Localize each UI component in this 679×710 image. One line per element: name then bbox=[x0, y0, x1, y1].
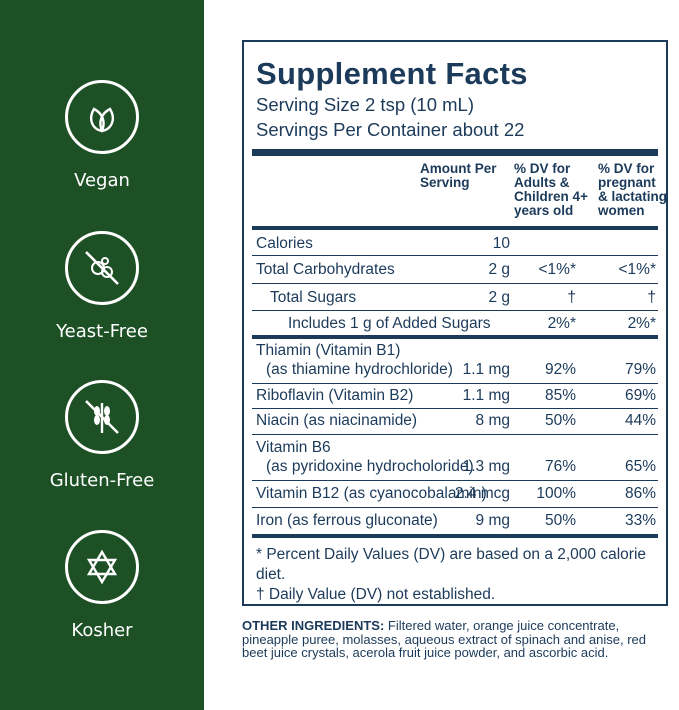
table-row-calories: Calories 10 bbox=[252, 230, 658, 256]
serving-size: Serving Size 2 tsp (10 mL) bbox=[256, 94, 474, 115]
table-row-niacin: Niacin (as niacinamide) 8 mg 50% 44% bbox=[252, 409, 658, 435]
header-dv-pregnant: % DV for pregnant & lactating women bbox=[598, 161, 668, 218]
table-row-added-sugars: Includes 1 g of Added Sugars 2%* 2%* bbox=[252, 311, 658, 339]
badge-gluten-free: Gluten-Free bbox=[0, 380, 204, 491]
row-dv-adults: 2%* bbox=[547, 315, 576, 332]
row-name: Iron (as ferrous gluconate) bbox=[256, 512, 438, 529]
row-name-detail: (as thiamine hydrochloride) bbox=[266, 361, 453, 378]
row-dv-pregnant: 69% bbox=[624, 387, 656, 404]
header-amount: Amount Per Serving bbox=[420, 161, 497, 190]
row-dv-adults: † bbox=[567, 289, 576, 306]
header-dv-adults: % DV for Adults & Children 4+ years old bbox=[514, 161, 588, 218]
no-wheat-icon bbox=[85, 400, 119, 434]
row-name-detail: (as pyridoxine hydrocholoride) bbox=[266, 458, 474, 475]
row-dv-adults: 76% bbox=[544, 458, 576, 475]
row-dv-pregnant: 65% bbox=[624, 458, 656, 475]
badge-vegan: Vegan bbox=[0, 80, 204, 191]
row-name: Riboflavin (Vitamin B2) bbox=[256, 387, 414, 404]
row-dv-pregnant: 86% bbox=[624, 485, 656, 502]
badge-label: Gluten-Free bbox=[49, 470, 155, 491]
divider-thick bbox=[252, 149, 658, 156]
badge-kosher: Kosher bbox=[0, 530, 204, 641]
row-name: Total Carbohydrates bbox=[256, 261, 395, 278]
row-name: Total Sugars bbox=[270, 289, 357, 306]
row-dv-pregnant: 79% bbox=[624, 361, 656, 378]
row-amount: 8 mg bbox=[475, 412, 510, 429]
row-amount: 1.1 mg bbox=[462, 361, 510, 378]
table-row-sugars: Total Sugars 2 g † † bbox=[252, 284, 658, 311]
no-yeast-icon bbox=[85, 251, 119, 285]
ingredients-text: Filtered water, orange juice concentrate… bbox=[242, 618, 646, 660]
badge-label: Kosher bbox=[71, 620, 133, 641]
row-name: Niacin (as niacinamide) bbox=[256, 412, 418, 429]
table-row-iron: Iron (as ferrous gluconate) 9 mg 50% 33% bbox=[252, 508, 658, 538]
row-dv-adults: 92% bbox=[544, 361, 576, 378]
table-row-thiamin: Thiamin (Vitamin B1) (as thiamine hydroc… bbox=[252, 339, 658, 384]
table-row-vitamin-b12: Vitamin B12 (as cyanocobalamin) 2.4 mcg … bbox=[252, 481, 658, 508]
table-row-riboflavin: Riboflavin (Vitamin B2) 1.1 mg 85% 69% bbox=[252, 384, 658, 409]
supplement-facts-panel: Supplement Facts Serving Size 2 tsp (10 … bbox=[242, 40, 668, 606]
table-row-vitamin-b6: Vitamin B6 (as pyridoxine hydrocholoride… bbox=[252, 435, 658, 481]
row-amount: 2 g bbox=[488, 289, 510, 306]
column-headers: Amount Per Serving % DV for Adults & Chi… bbox=[252, 156, 667, 226]
badge-yeast-free: Yeast-Free bbox=[0, 231, 204, 342]
row-name: Vitamin B6 bbox=[256, 439, 331, 456]
badge-sidebar: Vegan Yeast-Free Gluten-Free bbox=[0, 0, 204, 710]
row-amount: 2 g bbox=[488, 261, 510, 278]
row-dv-pregnant: <1%* bbox=[618, 261, 657, 278]
row-name: Includes 1 g of Added Sugars bbox=[288, 315, 491, 332]
row-dv-pregnant: 2%* bbox=[627, 315, 656, 332]
badge-label: Vegan bbox=[74, 170, 130, 191]
row-dv-pregnant: 33% bbox=[624, 512, 656, 529]
star-of-david-icon bbox=[86, 549, 118, 585]
ingredients-label: OTHER INGREDIENTS: bbox=[242, 618, 385, 633]
other-ingredients: OTHER INGREDIENTS: Filtered water, orang… bbox=[242, 619, 662, 660]
row-amount: 9 mg bbox=[475, 512, 510, 529]
divider-medium bbox=[252, 226, 658, 230]
footnote-dagger: † Daily Value (DV) not established. bbox=[256, 586, 496, 603]
row-dv-adults: 85% bbox=[544, 387, 576, 404]
row-dv-adults: 50% bbox=[544, 412, 576, 429]
row-amount: 2.4 mcg bbox=[454, 485, 510, 502]
row-amount: 10 bbox=[492, 235, 510, 252]
table-row-carbs: Total Carbohydrates 2 g <1%* <1%* bbox=[252, 256, 658, 284]
servings-per-container: Servings Per Container about 22 bbox=[256, 119, 525, 140]
footnote-percent-dv: * Percent Daily Values (DV) are based on… bbox=[256, 546, 647, 583]
row-amount: 1.1 mg bbox=[462, 387, 510, 404]
row-name: Thiamin (Vitamin B1) bbox=[256, 342, 401, 359]
facts-title: Supplement Facts bbox=[256, 56, 528, 91]
row-name: Calories bbox=[256, 235, 313, 252]
row-dv-adults: 100% bbox=[536, 485, 576, 502]
row-dv-adults: <1%* bbox=[538, 261, 577, 278]
badge-label: Yeast-Free bbox=[56, 321, 148, 342]
leaves-icon bbox=[90, 107, 114, 133]
row-dv-pregnant: 44% bbox=[624, 412, 656, 429]
row-dv-adults: 50% bbox=[544, 512, 576, 529]
row-dv-pregnant: † bbox=[647, 289, 656, 306]
row-name: Vitamin B12 (as cyanocobalamin) bbox=[256, 485, 487, 502]
row-amount: 1.3 mg bbox=[462, 458, 510, 475]
